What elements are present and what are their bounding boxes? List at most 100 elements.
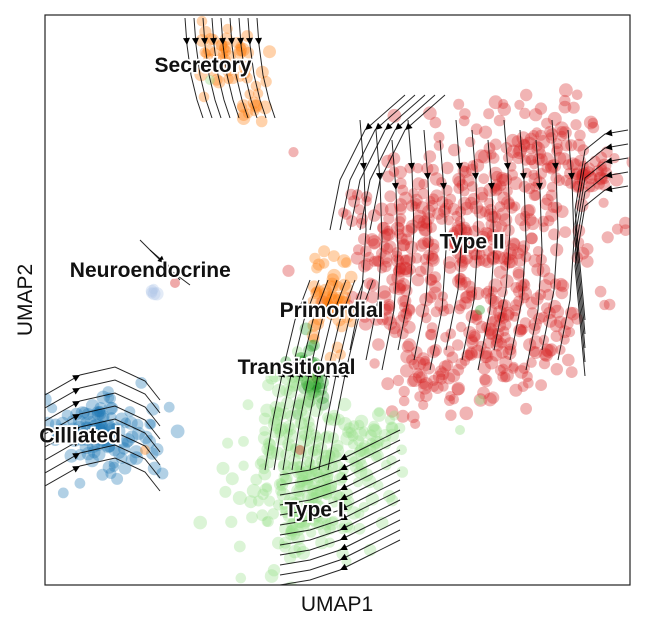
- data-point: [310, 435, 323, 449]
- data-point: [570, 119, 582, 131]
- data-point: [215, 38, 228, 52]
- data-point: [530, 189, 541, 201]
- data-point: [520, 251, 532, 263]
- data-point: [535, 148, 547, 160]
- data-point: [384, 414, 396, 426]
- data-point: [399, 262, 412, 275]
- data-point: [447, 203, 460, 216]
- data-point: [509, 383, 523, 397]
- data-point: [554, 315, 567, 329]
- data-point: [325, 480, 338, 492]
- data-point: [316, 295, 330, 309]
- data-point: [464, 347, 478, 361]
- data-point: [418, 215, 431, 229]
- data-point: [279, 503, 292, 516]
- data-point: [412, 367, 424, 379]
- data-point: [540, 152, 554, 166]
- streamline: [229, 17, 249, 119]
- data-point: [405, 264, 416, 275]
- data-point: [365, 233, 379, 247]
- data-point: [601, 231, 614, 244]
- data-point: [363, 543, 377, 557]
- data-point: [541, 117, 553, 129]
- data-point: [468, 255, 483, 269]
- data-point: [525, 143, 537, 155]
- data-point: [478, 254, 491, 267]
- data-point: [495, 180, 507, 192]
- data-point: [491, 170, 503, 183]
- data-point: [304, 389, 315, 400]
- data-point: [275, 485, 287, 497]
- data-point: [294, 399, 305, 410]
- streamline: [574, 171, 629, 363]
- data-point: [500, 372, 511, 383]
- data-point: [376, 313, 389, 326]
- data-point: [465, 309, 479, 324]
- data-point: [528, 169, 539, 180]
- data-point: [118, 461, 132, 475]
- data-point: [484, 197, 495, 208]
- data-point: [337, 397, 352, 412]
- data-point: [118, 437, 129, 448]
- data-point: [459, 296, 473, 310]
- data-point: [541, 162, 552, 173]
- data-point: [458, 115, 470, 127]
- data-point: [467, 181, 478, 192]
- streamline-arrow: [323, 370, 331, 378]
- data-point: [526, 216, 540, 231]
- data-point: [532, 246, 544, 257]
- data-point: [493, 114, 506, 127]
- streamline-arrow: [340, 563, 348, 570]
- data-point: [283, 428, 298, 443]
- data-point: [471, 313, 483, 325]
- data-point: [309, 403, 324, 418]
- data-point: [288, 147, 299, 158]
- streamline-arrow: [340, 473, 348, 480]
- data-point: [96, 390, 110, 404]
- data-point: [293, 525, 304, 537]
- data-point: [393, 255, 405, 266]
- data-point: [99, 412, 109, 423]
- data-point: [449, 239, 462, 251]
- data-point: [488, 152, 500, 164]
- data-point: [448, 227, 459, 238]
- data-point: [258, 467, 272, 481]
- cluster-labels: Secretory Neuroendocrine Cilliated Primordi…: [38, 52, 507, 523]
- data-point: [594, 171, 607, 185]
- data-point: [446, 351, 459, 364]
- streamline-arrow: [375, 122, 383, 130]
- data-point: [451, 210, 462, 222]
- data-point: [237, 102, 248, 113]
- data-point: [433, 140, 444, 151]
- data-point: [524, 153, 537, 166]
- data-point: [401, 340, 414, 353]
- data-point: [470, 123, 483, 135]
- data-point: [310, 376, 325, 390]
- data-point: [57, 487, 69, 499]
- data-point: [279, 522, 293, 536]
- data-point: [412, 163, 424, 174]
- data-point: [314, 485, 329, 499]
- data-point: [332, 294, 344, 305]
- data-point: [263, 495, 276, 507]
- data-point: [381, 243, 394, 255]
- data-point: [425, 329, 436, 340]
- data-point: [584, 171, 598, 185]
- data-point: [411, 214, 426, 229]
- data-point: [284, 528, 297, 541]
- streamline-arrow: [503, 162, 511, 170]
- streamline: [247, 17, 267, 119]
- data-point: [521, 371, 533, 383]
- data-point: [318, 287, 333, 302]
- data-point: [299, 509, 312, 521]
- data-point: [278, 499, 290, 510]
- data-point: [517, 240, 531, 253]
- streamline-arrow: [227, 37, 235, 45]
- data-point: [314, 382, 328, 396]
- data-point: [368, 424, 383, 438]
- streamline-arrow: [72, 466, 80, 473]
- streamline-arrow: [218, 37, 226, 45]
- data-point: [372, 407, 386, 422]
- data-point: [294, 491, 305, 502]
- data-point: [150, 443, 164, 456]
